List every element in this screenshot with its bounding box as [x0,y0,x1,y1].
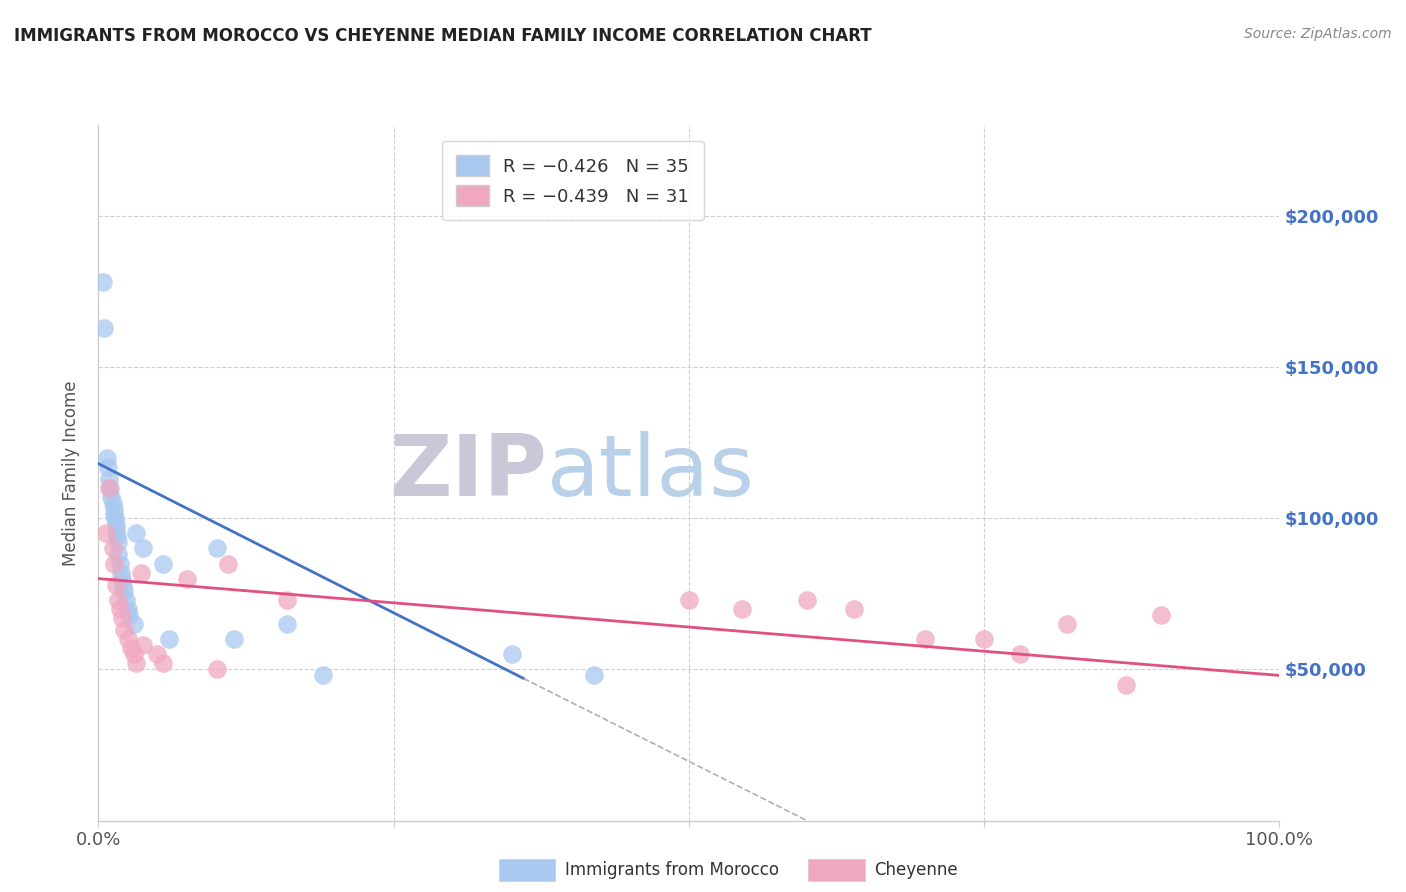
Point [796,592,818,607]
Point [152,657,174,671]
Point [973,632,995,647]
Point [103,557,125,571]
Point [107,535,129,549]
Point [100,490,122,504]
Point [122,647,145,661]
Point [107,592,129,607]
Point [312,668,335,682]
Point [224,632,246,647]
Point [111,572,134,586]
Point [276,617,298,632]
Point [117,602,139,616]
Point [98,481,121,495]
Point [1150,607,1173,622]
Point [1056,617,1078,632]
Point [93,320,115,334]
Point [105,529,128,543]
Point [110,566,132,580]
Point [103,502,125,516]
Point [176,572,198,586]
Point [107,548,129,562]
Point [122,617,145,632]
Point [98,472,121,486]
Y-axis label: Median Family Income: Median Family Income [62,380,80,566]
Point [146,647,169,661]
Point [205,541,228,556]
Point [112,623,135,637]
Point [129,566,152,580]
Point [112,577,135,591]
Point [96,450,118,465]
Point [112,583,135,598]
Point [157,632,180,647]
Point [1008,647,1031,661]
Point [108,557,131,571]
Point [114,592,136,607]
Point [91,275,114,289]
Text: atlas: atlas [547,431,755,515]
Point [217,557,239,571]
Point [132,638,155,652]
Point [125,657,148,671]
Point [117,632,139,647]
Legend: R = −0.426   N = 35, R = −0.439   N = 31: R = −0.426 N = 35, R = −0.439 N = 31 [441,141,703,220]
Point [98,481,121,495]
Point [104,511,127,525]
Point [94,526,117,541]
Point [276,592,298,607]
Point [152,557,174,571]
Point [583,668,606,682]
Point [1115,677,1137,691]
Point [105,523,128,537]
Point [731,602,754,616]
Point [97,459,120,474]
Point [101,541,124,556]
Point [101,496,124,510]
Point [501,647,523,661]
Point [111,611,134,625]
Point [132,541,155,556]
Text: Cheyenne: Cheyenne [875,861,957,879]
Point [914,632,936,647]
Point [121,641,143,656]
Point [118,607,141,622]
Text: Source: ZipAtlas.com: Source: ZipAtlas.com [1244,27,1392,41]
Text: Immigrants from Morocco: Immigrants from Morocco [565,861,779,879]
Text: IMMIGRANTS FROM MOROCCO VS CHEYENNE MEDIAN FAMILY INCOME CORRELATION CHART: IMMIGRANTS FROM MOROCCO VS CHEYENNE MEDI… [14,27,872,45]
Point [844,602,866,616]
Point [125,526,148,541]
Point [108,602,131,616]
Point [103,508,125,522]
Text: ZIP: ZIP [389,431,547,515]
Point [205,662,228,676]
Point [678,592,700,607]
Point [105,517,128,532]
Point [105,577,128,591]
